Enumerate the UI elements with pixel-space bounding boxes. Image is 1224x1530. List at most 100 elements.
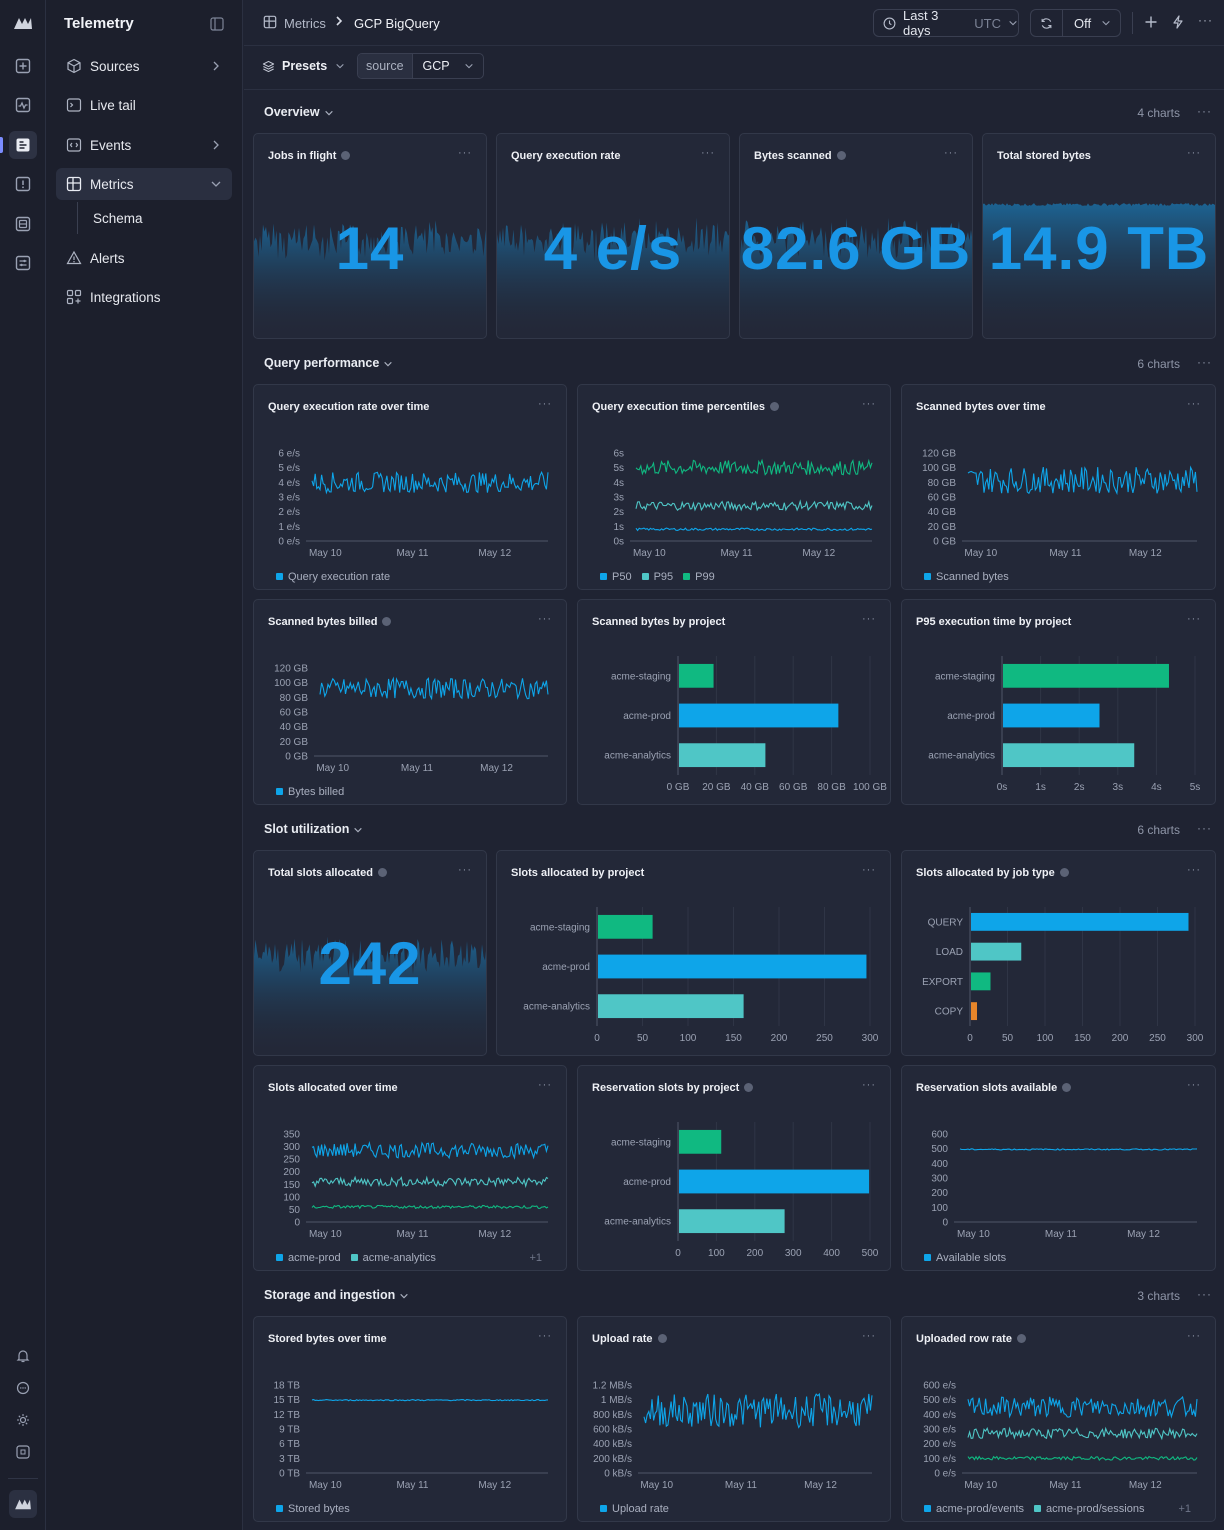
collapse-sidebar-icon[interactable]: [210, 17, 224, 31]
card-scanned-bytes-billed[interactable]: 0 GB 20 GB 40 GB 60 GB 80 GB 100 GB 120 GB May …: [253, 599, 567, 805]
card-p95-by-project[interactable]: 0s 1s 2s 3s 4s 5s acme-staging acme-prod acme-an…: [901, 599, 1216, 805]
card-menu-icon[interactable]: ···: [701, 147, 715, 159]
card-menu-icon[interactable]: ···: [862, 613, 876, 625]
more-icon[interactable]: ···: [1197, 821, 1212, 835]
legend-item[interactable]: Upload rate: [600, 1503, 669, 1515]
legend-more[interactable]: +1: [529, 1252, 542, 1264]
info-icon[interactable]: [1016, 1334, 1026, 1343]
info-icon[interactable]: [377, 868, 387, 877]
database-icon[interactable]: [9, 210, 37, 238]
bell-icon[interactable]: [9, 1342, 37, 1370]
legend-item[interactable]: acme-prod/events: [924, 1503, 1024, 1515]
presets-button[interactable]: Presets: [262, 59, 345, 73]
card-uploaded-row-rate[interactable]: 0 e/s 100 e/s 200 e/s 300 e/s 400 e/s 500 e/s…: [901, 1316, 1216, 1522]
lightning-icon[interactable]: [1171, 15, 1187, 31]
legend-item[interactable]: acme-prod/sessions: [1034, 1503, 1144, 1515]
more-icon[interactable]: ···: [1197, 1287, 1212, 1301]
card-menu-icon[interactable]: ···: [862, 398, 876, 410]
card-exec-time-percentiles[interactable]: 0s 1s 2s 3s 4s 5s 6s May 10 May 11 May 12 P50 P95 P9…: [577, 384, 891, 590]
card-query-execution-rate[interactable]: 4 e/s Query execution rate ···: [496, 133, 730, 339]
section-header-overview[interactable]: Overview: [264, 105, 334, 119]
card-jobs-in-flight[interactable]: 14 Jobs in flight ···: [253, 133, 487, 339]
legend-item[interactable]: P50: [600, 571, 632, 583]
card-reservation-available[interactable]: 0 100 200 300 400 500 600 May 10 May 11 May 12 Ava…: [901, 1065, 1216, 1271]
legend-item[interactable]: P99: [683, 571, 715, 583]
card-menu-icon[interactable]: ···: [1187, 613, 1201, 625]
card-menu-icon[interactable]: ···: [1187, 1330, 1201, 1342]
card-bytes-scanned[interactable]: 82.6 GB Bytes scanned ···: [739, 133, 973, 339]
logs-icon[interactable]: [9, 131, 37, 159]
workspace-avatar[interactable]: [9, 1490, 37, 1518]
legend-more[interactable]: +1: [1178, 1503, 1191, 1515]
card-scanned-bytes-over-time[interactable]: 0 GB 20 GB 40 GB 60 GB 80 GB 100 GB 120 GB May …: [901, 384, 1216, 590]
card-scanned-bytes-by-project[interactable]: 0 GB 20 GB 40 GB 60 GB 80 GB 100 GB acme-stagi…: [577, 599, 891, 805]
activity-icon[interactable]: [9, 91, 37, 119]
legend-item[interactable]: Available slots: [924, 1252, 1006, 1264]
card-menu-icon[interactable]: ···: [1187, 864, 1201, 876]
legend-item[interactable]: Bytes billed: [276, 786, 344, 798]
info-icon[interactable]: [1062, 1083, 1072, 1092]
plus-icon[interactable]: [1144, 15, 1160, 31]
info-icon[interactable]: [744, 1083, 754, 1092]
more-icon[interactable]: ···: [1198, 13, 1213, 27]
sidebar-item-sources[interactable]: Sources: [56, 50, 232, 82]
section-header-slot-utilization[interactable]: Slot utilization: [264, 822, 363, 836]
legend-item[interactable]: Scanned bytes: [924, 571, 1009, 583]
card-total-slots-allocated[interactable]: 242 Total slots allocated ···: [253, 850, 487, 1056]
card-menu-icon[interactable]: ···: [862, 864, 876, 876]
card-total-stored-bytes[interactable]: 14.9 TB Total stored bytes ···: [982, 133, 1216, 339]
time-range-picker[interactable]: Last 3 days UTC: [873, 8, 1019, 38]
info-icon[interactable]: [382, 617, 392, 626]
info-icon[interactable]: [836, 151, 846, 160]
sidebar-item-integrations[interactable]: Integrations: [56, 281, 232, 313]
info-icon[interactable]: [770, 402, 780, 411]
card-slots-by-job-type[interactable]: 0 50 100 150 200 250 300 QUERY LOAD EXPORT COPY Slo…: [901, 850, 1216, 1056]
alert-box-icon[interactable]: [9, 170, 37, 198]
info-icon[interactable]: [1059, 868, 1069, 877]
settings-sliders-icon[interactable]: [9, 249, 37, 277]
sidebar-item-live-tail[interactable]: Live tail: [56, 89, 232, 121]
legend-item[interactable]: P95: [641, 571, 673, 583]
info-icon[interactable]: [341, 151, 351, 160]
card-menu-icon[interactable]: ···: [538, 1330, 552, 1342]
card-exec-rate-over-time[interactable]: 0 e/s 1 e/s 2 e/s 3 e/s 4 e/s 5 e/s 6 e/s May 1…: [253, 384, 567, 590]
section-header-query-performance[interactable]: Query performance: [264, 356, 393, 370]
legend-item[interactable]: Stored bytes: [276, 1503, 350, 1515]
card-menu-icon[interactable]: ···: [1187, 398, 1201, 410]
sun-icon[interactable]: [9, 1406, 37, 1434]
card-menu-icon[interactable]: ···: [944, 147, 958, 159]
breadcrumb-parent[interactable]: Metrics: [284, 16, 326, 31]
more-icon[interactable]: ···: [1197, 104, 1212, 118]
info-icon[interactable]: [657, 1334, 667, 1343]
sidebar-item-schema[interactable]: Schema: [83, 202, 232, 234]
card-slots-over-time[interactable]: 0 50 100 150 200 250 300 350 May 10 May 11 May 12 a…: [253, 1065, 567, 1271]
card-menu-icon[interactable]: ···: [538, 398, 552, 410]
sidebar-item-alerts[interactable]: Alerts: [56, 242, 232, 274]
legend-item[interactable]: acme-prod: [276, 1252, 341, 1264]
command-icon[interactable]: [9, 1438, 37, 1466]
card-menu-icon[interactable]: ···: [458, 864, 472, 876]
card-slots-by-project[interactable]: 0 50 100 150 200 250 300 acme-staging acme-prod a…: [496, 850, 891, 1056]
card-menu-icon[interactable]: ···: [538, 613, 552, 625]
card-reservation-by-project[interactable]: 0 100 200 300 400 500 acme-staging acme-prod acm…: [577, 1065, 891, 1271]
sidebar-item-events[interactable]: Events: [56, 129, 232, 161]
card-upload-rate[interactable]: 0 kB/s 200 kB/s 400 kB/s 600 kB/s 800 kB/s 1 …: [577, 1316, 891, 1522]
legend-item[interactable]: Query execution rate: [276, 571, 390, 583]
refresh-icon[interactable]: [1031, 10, 1063, 36]
card-menu-icon[interactable]: ···: [1187, 147, 1201, 159]
logo-icon[interactable]: [9, 9, 37, 37]
card-menu-icon[interactable]: ···: [862, 1079, 876, 1091]
source-filter[interactable]: source GCP: [357, 53, 484, 79]
legend-item[interactable]: acme-analytics: [350, 1252, 436, 1264]
card-menu-icon[interactable]: ···: [538, 1079, 552, 1091]
dashboards-icon[interactable]: [9, 52, 37, 80]
sidebar-item-metrics[interactable]: Metrics: [56, 168, 232, 200]
chat-icon[interactable]: [9, 1374, 37, 1402]
card-menu-icon[interactable]: ···: [1187, 1079, 1201, 1091]
more-icon[interactable]: ···: [1197, 355, 1212, 369]
section-header-storage-and-ingestion[interactable]: Storage and ingestion: [264, 1288, 409, 1302]
card-menu-icon[interactable]: ···: [862, 1330, 876, 1342]
card-menu-icon[interactable]: ···: [458, 147, 472, 159]
refresh-control[interactable]: Off: [1030, 9, 1121, 37]
card-stored-bytes-over-time[interactable]: 0 TB 3 TB 6 TB 9 TB 12 TB 15 TB 18 TB May 10 May…: [253, 1316, 567, 1522]
